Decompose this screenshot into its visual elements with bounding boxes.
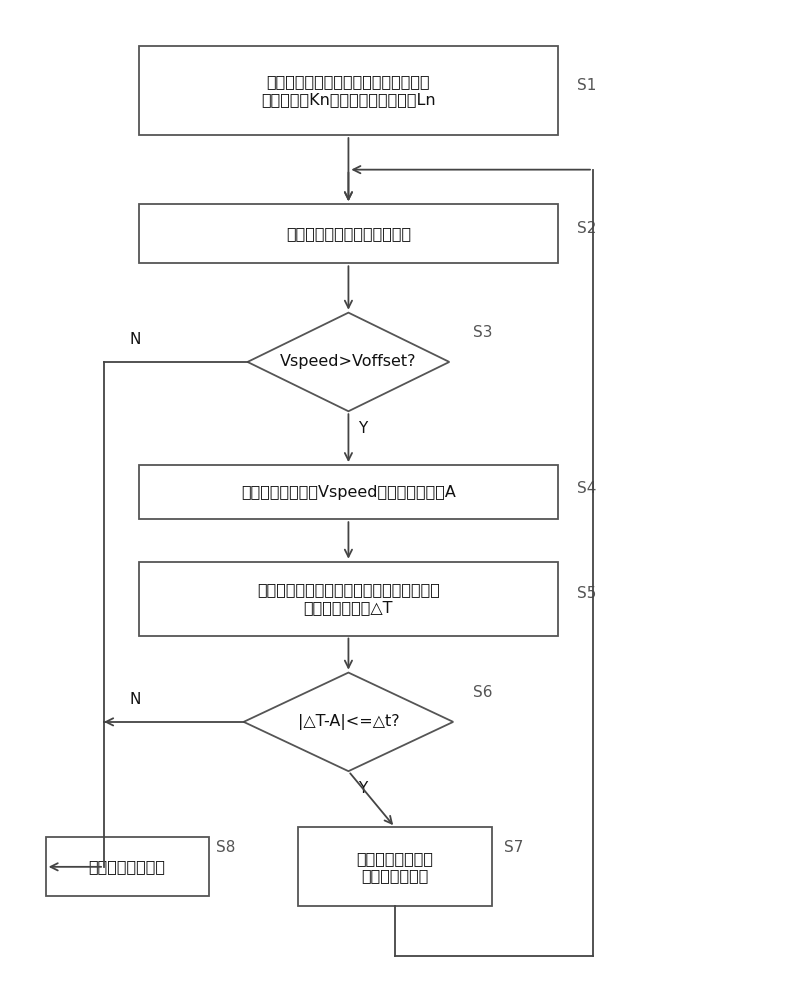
FancyBboxPatch shape: [139, 204, 558, 263]
Text: Vspeed>Voffset?: Vspeed>Voffset?: [280, 354, 416, 369]
Text: Y: Y: [358, 781, 367, 796]
Text: S8: S8: [216, 840, 236, 855]
Text: S4: S4: [577, 481, 596, 496]
Text: 根据发动机的转速Vspeed计算行程增强值A: 根据发动机的转速Vspeed计算行程增强值A: [241, 485, 456, 500]
FancyBboxPatch shape: [139, 562, 558, 636]
Text: S3: S3: [472, 325, 492, 340]
FancyBboxPatch shape: [139, 46, 558, 135]
Text: S5: S5: [577, 586, 596, 601]
FancyBboxPatch shape: [46, 837, 209, 896]
Text: 计算汽车自动空调的吹风模式: 计算汽车自动空调的吹风模式: [286, 226, 411, 241]
Text: S7: S7: [504, 840, 523, 855]
FancyBboxPatch shape: [298, 827, 492, 906]
Text: N: N: [130, 692, 141, 707]
Text: 计算当前检测的出风温度与上一次检测的出
风温度的温度差△T: 计算当前检测的出风温度与上一次检测的出 风温度的温度差△T: [257, 582, 440, 615]
Polygon shape: [247, 313, 450, 411]
Text: 保持当前吹风模式: 保持当前吹风模式: [88, 859, 166, 874]
Text: S6: S6: [472, 685, 492, 700]
Text: S1: S1: [577, 78, 596, 93]
Text: 预先设定各吹风模式分别对应的默认模
式风门位置Kn及其对应的迟滞区间Ln: 预先设定各吹风模式分别对应的默认模 式风门位置Kn及其对应的迟滞区间Ln: [261, 75, 436, 107]
Text: S2: S2: [577, 221, 596, 236]
FancyBboxPatch shape: [139, 465, 558, 519]
Text: 当前检测的出风温
度作为出风温度: 当前检测的出风温 度作为出风温度: [356, 851, 434, 883]
Polygon shape: [243, 673, 453, 771]
Text: N: N: [130, 332, 141, 347]
Text: Y: Y: [358, 421, 367, 436]
Text: |△T-A|<=△t?: |△T-A|<=△t?: [298, 714, 399, 730]
